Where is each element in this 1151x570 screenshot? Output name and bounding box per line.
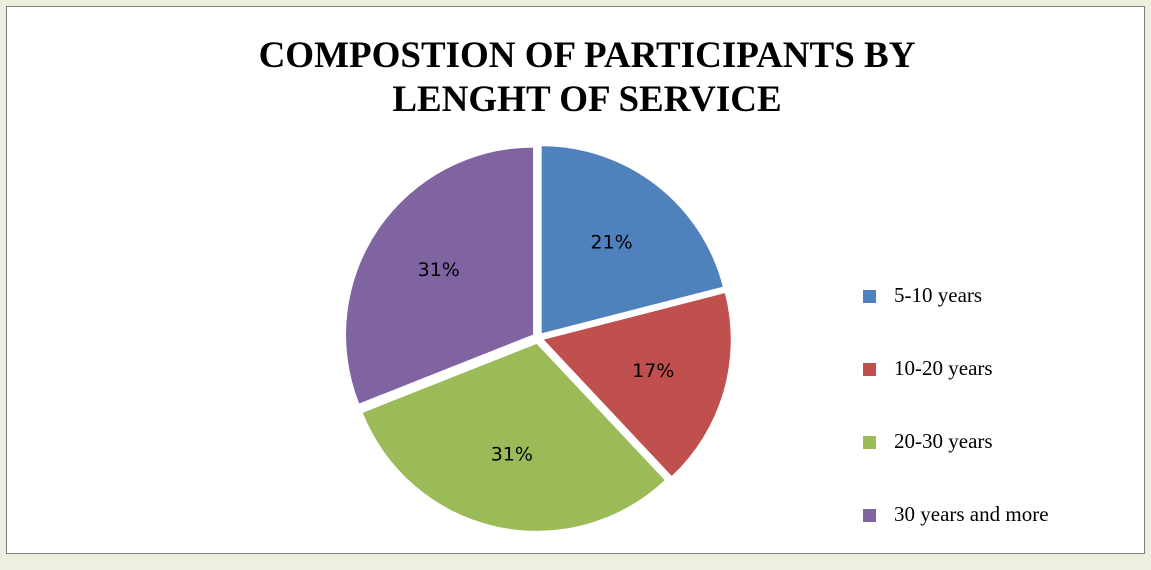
- pie-slices: [346, 146, 731, 531]
- legend-swatch-1: [863, 290, 876, 303]
- legend-item-3: 20-30 years: [860, 424, 1140, 460]
- legend-label-2: 10-20 years: [894, 356, 993, 380]
- data-label-1: 21%: [590, 232, 632, 254]
- pie-slice-1: [541, 146, 723, 334]
- data-label-2: 17%: [632, 360, 674, 382]
- pie-slice-2: [543, 293, 731, 476]
- chart-title: COMPOSTION OF PARTICIPANTS BY LENGHT OF …: [0, 34, 1151, 122]
- legend-item-4: 30 years and more: [860, 497, 1140, 533]
- legend: 5-10 years 10-20 years 20-30 years 30 years…: [860, 278, 1140, 570]
- legend-label-1: 5-10 years: [894, 283, 983, 307]
- pie-slice-3: [362, 343, 665, 531]
- legend-label-4: 30 years and more: [894, 502, 1049, 526]
- pie-labels: 21% 17% 31% 31%: [418, 232, 675, 466]
- legend-swatch-2: [863, 363, 876, 376]
- legend-swatch-4: [863, 509, 876, 522]
- pie-slice-4: [346, 147, 534, 404]
- chart-title-line-1: COMPOSTION OF PARTICIPANTS BY: [258, 35, 916, 76]
- chart-title-line-2: LENGHT OF SERVICE: [392, 79, 782, 120]
- legend-swatch-3: [863, 436, 876, 449]
- data-label-3: 31%: [491, 444, 533, 466]
- data-label-4: 31%: [418, 259, 460, 281]
- legend-item-1: 5-10 years: [860, 278, 1140, 314]
- legend-item-2: 10-20 years: [860, 351, 1140, 387]
- legend-label-3: 20-30 years: [894, 429, 993, 453]
